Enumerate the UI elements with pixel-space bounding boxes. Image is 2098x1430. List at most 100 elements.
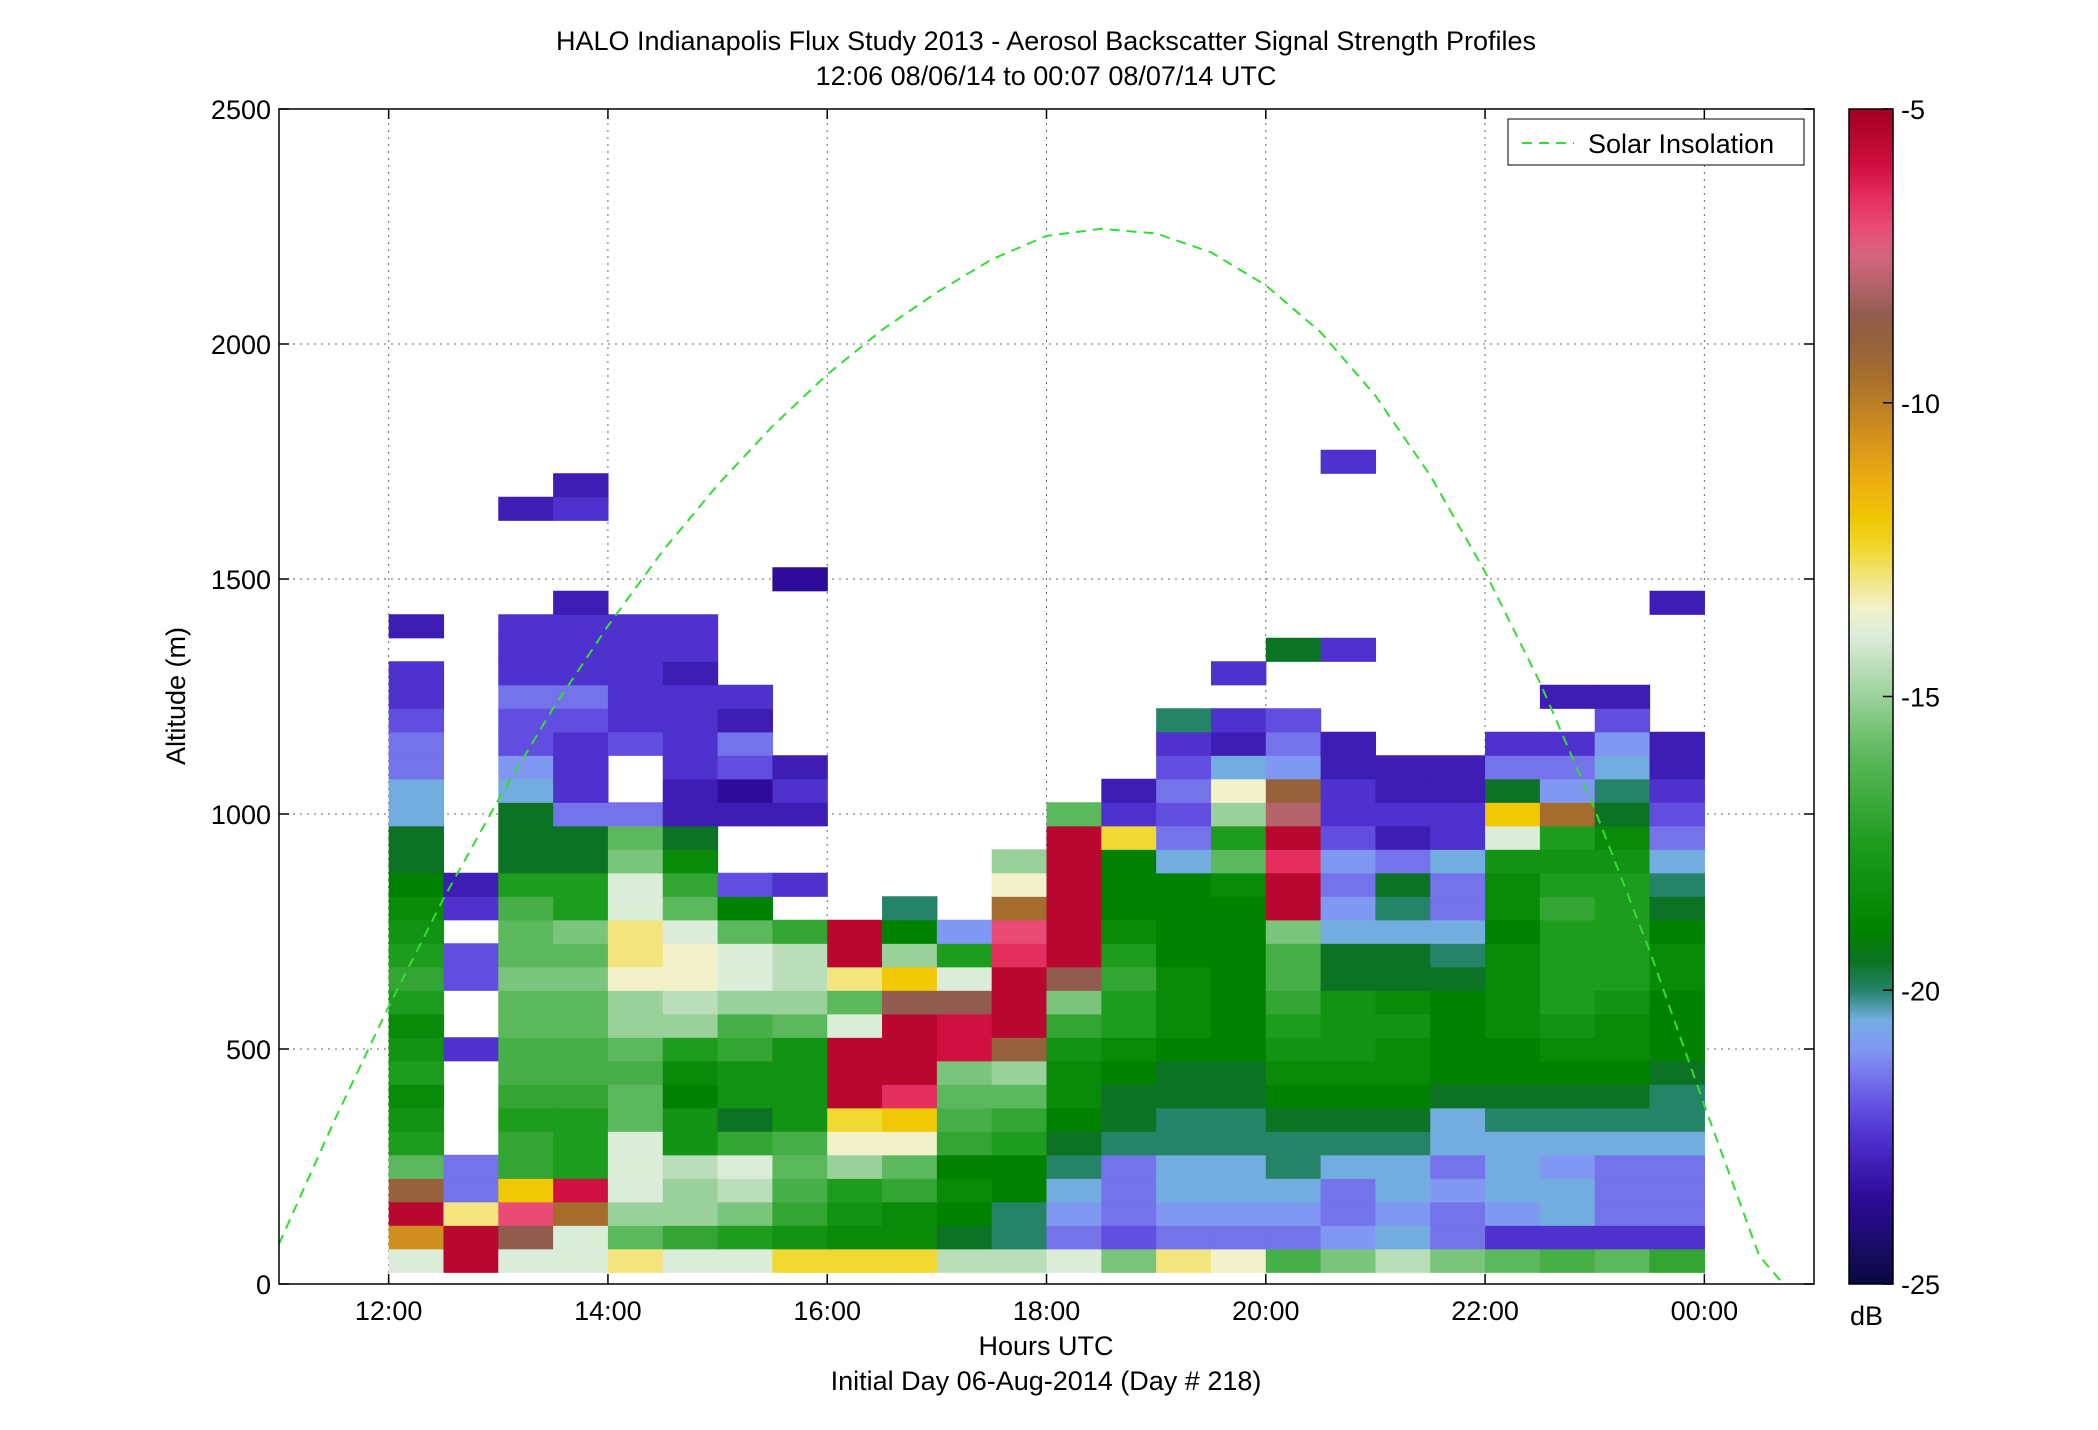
heatmap-cell [1265, 1178, 1322, 1203]
heatmap-cell [1539, 1201, 1596, 1226]
heatmap-cell [607, 943, 664, 968]
heatmap-cell [1649, 590, 1705, 615]
heatmap-cell [607, 1248, 664, 1273]
heatmap-cell [1594, 1248, 1651, 1273]
heatmap-cell [553, 1013, 609, 1038]
heatmap-cell [1649, 1084, 1705, 1109]
heatmap-cell [772, 1037, 828, 1062]
heatmap-cell [1539, 1060, 1596, 1085]
heatmap-cell [1210, 1131, 1267, 1156]
heatmap-cell [1649, 1107, 1705, 1132]
heatmap-cell [1594, 1037, 1651, 1062]
heatmap-cell [1046, 966, 1102, 991]
heatmap-cell [1649, 778, 1705, 803]
heatmap-cell [936, 943, 993, 968]
heatmap-cell [991, 1084, 1048, 1109]
heatmap-cell [1649, 1248, 1705, 1273]
heatmap-cell [1156, 802, 1212, 827]
heatmap-cell [1156, 1084, 1212, 1109]
heatmap-cell [1156, 1178, 1212, 1203]
heatmap-cell [882, 1013, 938, 1038]
heatmap-cell [1649, 1154, 1705, 1179]
heatmap-cell [936, 1107, 993, 1132]
colorbar-tick-label: -5 [1901, 95, 1925, 125]
heatmap-cell [607, 825, 664, 850]
heatmap-cell [607, 731, 664, 756]
heatmap-cell [1156, 849, 1212, 874]
heatmap-cell [1430, 1248, 1486, 1273]
heatmap-cell [1101, 1248, 1157, 1273]
heatmap-cell [553, 1225, 609, 1250]
heatmap-cell [1101, 990, 1157, 1015]
heatmap-cell [553, 896, 609, 921]
heatmap-cell [388, 1060, 445, 1085]
heatmap-cell [1046, 1084, 1102, 1109]
heatmap-cell [1046, 1225, 1102, 1250]
heatmap-cell [1320, 1201, 1377, 1226]
heatmap-cell [1156, 708, 1212, 733]
heatmap-cell [662, 896, 719, 921]
heatmap-cell [827, 1225, 883, 1250]
heatmap-cell [1485, 990, 1541, 1015]
heatmap-cell [1101, 825, 1157, 850]
chart-subtitle: 12:06 08/06/14 to 00:07 08/07/14 UTC [816, 61, 1277, 91]
heatmap-cell [827, 1060, 883, 1085]
heatmap-cell [1485, 1201, 1541, 1226]
heatmap-cell [772, 966, 828, 991]
heatmap-cell [1046, 1037, 1102, 1062]
heatmap-cell [607, 684, 664, 709]
heatmap-cell [553, 778, 609, 803]
ticks-layer: 12:00 14:00 16:00 18:00 20:00 22:00 00:00 0 500 1… [211, 95, 1814, 1326]
heatmap-cell [717, 1013, 773, 1038]
heatmap-cell [1046, 1107, 1102, 1132]
heatmap-cell [388, 755, 445, 780]
heatmap-cell [1210, 708, 1267, 733]
heatmap-cell [1375, 1201, 1431, 1226]
x-axis-sublabel: Initial Day 06-Aug-2014 (Day # 218) [831, 1366, 1262, 1396]
heatmap-cell [1101, 1131, 1157, 1156]
heatmap-cell [553, 1201, 609, 1226]
heatmap-cell [717, 990, 773, 1015]
heatmap-cell [1430, 919, 1486, 944]
heatmap-cell [1320, 1154, 1377, 1179]
heatmap-cell [388, 802, 445, 827]
heatmap-cell [1156, 1225, 1212, 1250]
heatmap-cell [498, 802, 554, 827]
heatmap-cell [1101, 896, 1157, 921]
heatmap-cell [1156, 731, 1212, 756]
heatmap-cell [498, 919, 554, 944]
heatmap-cell [1210, 1013, 1267, 1038]
heatmap-cell [443, 1178, 499, 1203]
heatmap-cell [936, 1037, 993, 1062]
heatmap-cell [443, 872, 499, 897]
heatmap-cell [717, 966, 773, 991]
heatmap-cell [1156, 896, 1212, 921]
heatmap-cell [1539, 919, 1596, 944]
heatmap-cell [498, 1248, 554, 1273]
heatmap-cell [717, 919, 773, 944]
heatmap-cell [1101, 1107, 1157, 1132]
heatmap-cell [882, 896, 938, 921]
x-axis-label: Hours UTC [978, 1331, 1113, 1361]
y-tick-label: 2500 [211, 95, 271, 125]
heatmap-cell [1430, 1107, 1486, 1132]
heatmap-cell [1539, 849, 1596, 874]
heatmap-cell [717, 1201, 773, 1226]
heatmap-cell [443, 1201, 499, 1226]
heatmap-cell [1156, 825, 1212, 850]
heatmap-cell [1156, 966, 1212, 991]
heatmap-cell [1430, 1225, 1486, 1250]
heatmap-cell [1156, 872, 1212, 897]
heatmap-cell [607, 872, 664, 897]
heatmap-cell [1265, 802, 1322, 827]
heatmap-cell [662, 825, 719, 850]
heatmap-cell [772, 802, 828, 827]
heatmap-cell [388, 778, 445, 803]
heatmap-cell [662, 708, 719, 733]
heatmap-cell [1210, 1225, 1267, 1250]
heatmap-cell [662, 919, 719, 944]
heatmap-cell [1375, 849, 1431, 874]
heatmap-cell [1594, 1013, 1651, 1038]
heatmap-cell [717, 684, 773, 709]
heatmap-cell [1210, 1107, 1267, 1132]
